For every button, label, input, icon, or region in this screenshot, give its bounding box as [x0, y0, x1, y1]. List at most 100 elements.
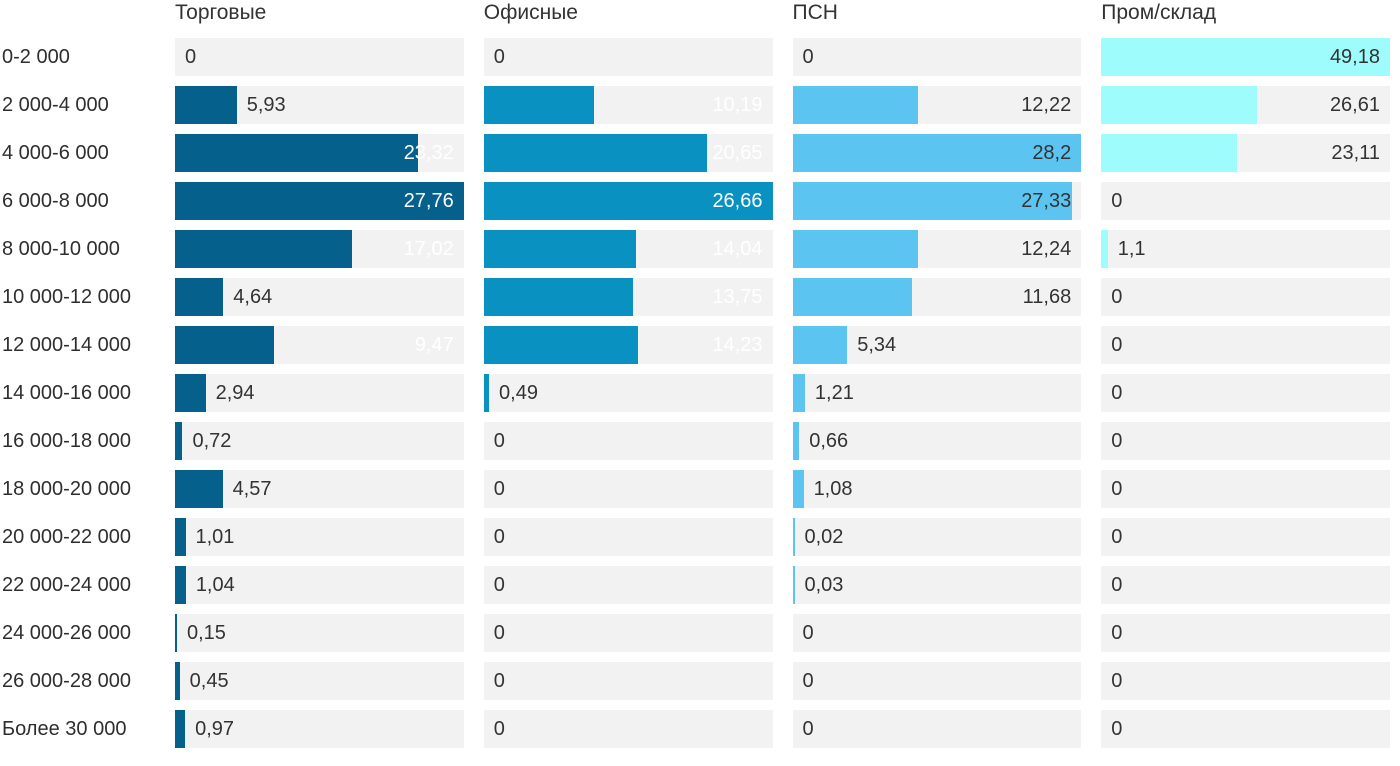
bar-track: 0,66: [792, 422, 1082, 460]
bar: [792, 374, 805, 412]
value-label: 0,72: [192, 430, 232, 452]
bar: [483, 134, 708, 172]
bar: [175, 662, 180, 700]
bar: [792, 86, 918, 124]
value-label: 1,21: [814, 382, 854, 404]
value-label: 0: [493, 622, 505, 644]
bar: [175, 710, 186, 748]
value-label: 1,04: [195, 574, 235, 596]
value-label: 27,33: [1021, 190, 1072, 212]
bar: [175, 326, 274, 364]
bar-track: 5,93: [175, 86, 464, 124]
value-label: 0: [493, 430, 505, 452]
bar-track: 11,68: [792, 278, 1082, 316]
bar-track: 28,2: [792, 134, 1082, 172]
value-label: 10,19: [712, 94, 763, 116]
value-label: 23,11: [1331, 142, 1380, 164]
bar-track: 1,1: [1101, 230, 1390, 268]
bar-track: 0: [1101, 422, 1390, 460]
bar-track: 0: [1101, 326, 1390, 364]
bar-track: 0: [175, 38, 464, 76]
row-label: 20 000-22 000: [2, 526, 132, 548]
bar-track: 0: [792, 710, 1082, 748]
value-label: 4,64: [233, 286, 273, 308]
bar-track: 14,04: [483, 230, 773, 268]
series-header-prom-sklad: Пром/склад: [1101, 1, 1217, 24]
bar-track: 0,97: [175, 710, 464, 748]
value-label: 2,94: [215, 382, 255, 404]
bar-track: 0,03: [792, 566, 1082, 604]
value-label: 9,47: [414, 334, 454, 356]
value-label: 0: [493, 574, 505, 596]
row-label: 24 000-26 000: [2, 622, 132, 644]
row-label: 18 000-20 000: [2, 478, 132, 500]
bar-track: 27,33: [792, 182, 1082, 220]
bar-track: 0: [792, 614, 1082, 652]
value-label: 0: [1111, 526, 1123, 548]
value-label: 26,66: [712, 190, 763, 212]
bar-track: 0: [483, 566, 773, 604]
bar-track: 0: [792, 38, 1082, 76]
bar-track: 5,34: [792, 326, 1082, 364]
value-label: 0: [1111, 574, 1123, 596]
bar-track: 0: [1101, 470, 1390, 508]
bar-track: 23,32: [175, 134, 464, 172]
bar-track: 13,75: [483, 278, 773, 316]
chart-grid: 0-2 000 0 0 0 49,18 2 000-4 000 5,93 10,19 12,22…: [0, 38, 1400, 748]
value-label: 0: [493, 718, 505, 740]
bar: [175, 86, 237, 124]
bar-track: 0,15: [175, 614, 464, 652]
bar-track: 27,76: [175, 182, 464, 220]
value-label: 0: [802, 718, 814, 740]
bar-track: 0: [483, 470, 773, 508]
bar-track: 0: [792, 662, 1082, 700]
bar-track: 1,01: [175, 518, 464, 556]
value-label: 12,24: [1021, 238, 1072, 260]
bar-track: 0: [483, 518, 773, 556]
bar: [1101, 230, 1108, 268]
value-label: 0,45: [189, 670, 229, 692]
bar-track: 0,45: [175, 662, 464, 700]
value-label: 14,23: [712, 334, 763, 356]
value-label: 0: [1111, 670, 1123, 692]
value-label: 0: [1111, 478, 1123, 500]
bar-track: 26,66: [483, 182, 773, 220]
value-label: 0: [1111, 382, 1123, 404]
bar: [483, 230, 636, 268]
bar: [483, 326, 638, 364]
bar: [175, 182, 464, 220]
value-label: 0,97: [195, 718, 235, 740]
bar-track: 14,23: [483, 326, 773, 364]
value-label: 0: [802, 622, 814, 644]
bar: [483, 374, 490, 412]
series-header-ofisnye: Офисные: [483, 1, 578, 24]
value-label: 0: [1111, 718, 1123, 740]
row-label: 26 000-28 000: [2, 670, 132, 692]
bar-track: 0: [1101, 614, 1390, 652]
bar-track: 2,94: [175, 374, 464, 412]
bar-track: 9,47: [175, 326, 464, 364]
value-label: 0: [802, 670, 814, 692]
bar: [175, 374, 206, 412]
bar-track: 12,22: [792, 86, 1082, 124]
value-label: 0: [493, 670, 505, 692]
bar-track: 0: [1101, 374, 1390, 412]
value-label: 0: [1111, 622, 1123, 644]
bar: [175, 230, 353, 268]
row-label-column-spacer: [0, 0, 155, 28]
value-label: 0,49: [499, 382, 538, 404]
bar: [483, 86, 595, 124]
bar-track: 0: [1101, 566, 1390, 604]
value-label: 1,01: [195, 526, 235, 548]
bar: [792, 518, 795, 556]
bar-track: 1,04: [175, 566, 464, 604]
bar: [792, 278, 913, 316]
bar-track: 26,61: [1101, 86, 1390, 124]
value-label: 20,65: [712, 142, 763, 164]
bar: [1101, 86, 1258, 124]
bar: [792, 230, 918, 268]
value-label: 26,61: [1329, 94, 1380, 116]
value-label: 0,03: [804, 574, 844, 596]
value-label: 5,34: [857, 334, 897, 356]
bar: [792, 182, 1073, 220]
